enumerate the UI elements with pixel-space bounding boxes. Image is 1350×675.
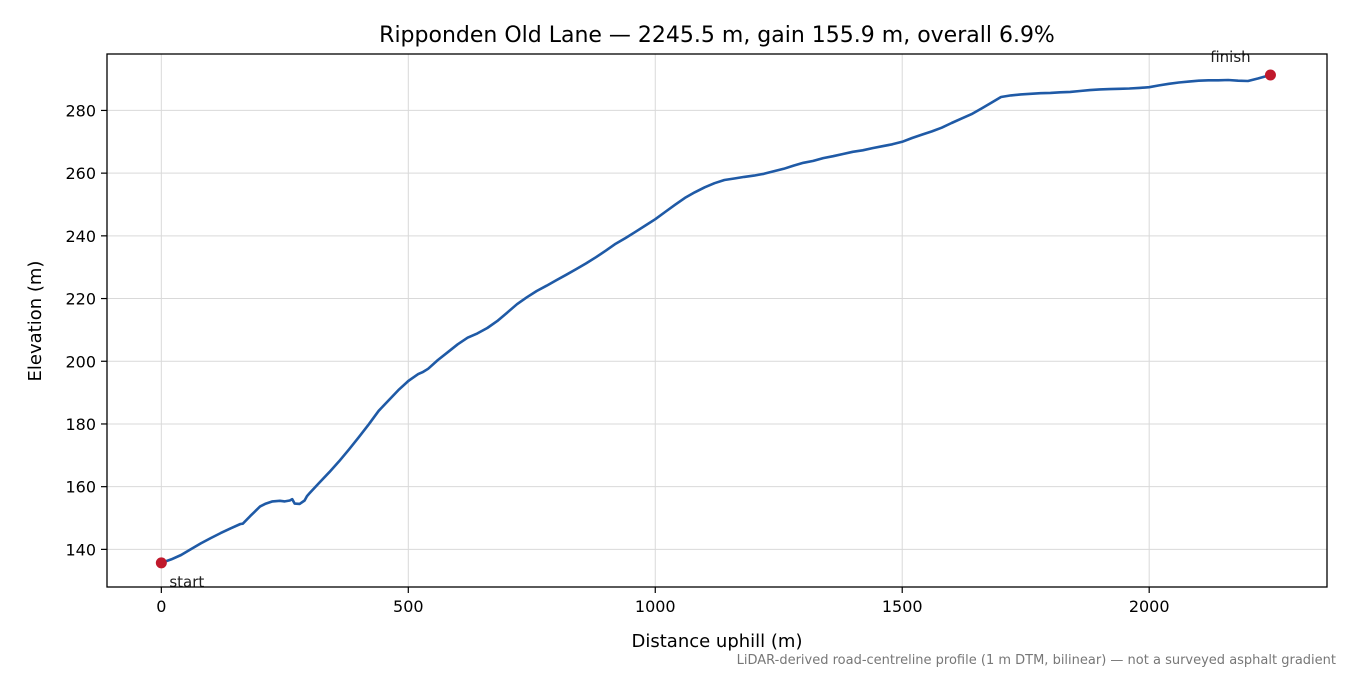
elevation-profile-line	[160, 73, 1272, 565]
y-tick-label: 220	[65, 290, 96, 309]
y-axis-label: Elevation (m)	[25, 261, 46, 382]
y-tick-label: 180	[65, 415, 96, 434]
y-tick-label: 160	[65, 478, 96, 497]
finish-label: finish	[1210, 48, 1250, 66]
y-tick-label: 240	[65, 227, 96, 246]
grid	[107, 54, 1327, 587]
finish-marker	[1264, 69, 1276, 81]
y-tick-label: 200	[65, 352, 96, 371]
start-marker	[155, 557, 167, 569]
start-label: start	[169, 573, 204, 591]
x-tick-label: 1000	[635, 597, 676, 616]
x-tick-label: 0	[156, 597, 166, 616]
chart-title: Ripponden Old Lane — 2245.5 m, gain 155.…	[379, 23, 1055, 48]
x-tick-label: 500	[393, 597, 424, 616]
axes: 0 500 1000 1500 2000 140 160 180 200 220 240 260 280	[65, 101, 1169, 616]
x-tick-label: 1500	[882, 597, 923, 616]
y-tick-label: 280	[65, 101, 96, 120]
x-axis-label: Distance uphill (m)	[632, 631, 803, 652]
y-tick-label: 140	[65, 540, 96, 559]
plot-frame	[106, 53, 1328, 588]
x-tick-label: 2000	[1129, 597, 1170, 616]
footnote: LiDAR-derived road-centreline profile (1…	[737, 653, 1336, 668]
y-tick-label: 260	[65, 164, 96, 183]
